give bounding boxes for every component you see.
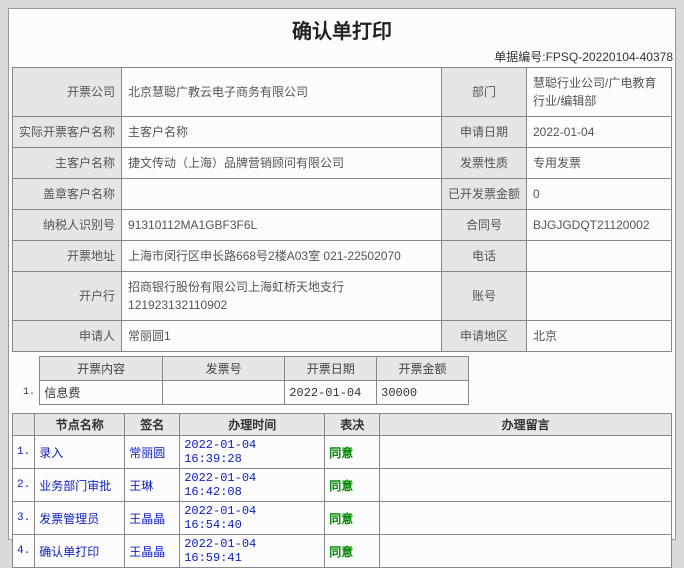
inv-row-content: 信息费 <box>40 381 162 405</box>
wf-sign[interactable]: 王晶晶 <box>125 502 180 535</box>
label-invoice-type: 发票性质 <box>441 148 526 179</box>
wf-header-msg: 办理留言 <box>380 414 672 436</box>
label-company: 开票公司 <box>13 68 122 117</box>
wf-verdict: 同意 <box>325 535 380 568</box>
wf-msg <box>380 502 672 535</box>
value-applicant: 常丽圆1 <box>122 321 442 352</box>
wf-node[interactable]: 业务部门审批 <box>35 469 125 502</box>
value-contract-no: BJGJGDQT21120002 <box>527 210 672 241</box>
main-info-table: 开票公司 北京慧聪广教云电子商务有限公司 部门 慧聪行业公司/广电教育行业/编辑… <box>12 67 672 352</box>
wf-verdict: 同意 <box>325 436 380 469</box>
inv-header-date: 开票日期 <box>285 357 377 381</box>
wf-idx: 1. <box>13 436 35 469</box>
value-actual-customer: 主客户名称 <box>122 117 442 148</box>
value-main-customer: 捷文传动（上海）品牌营销顾问有限公司 <box>122 148 442 179</box>
inv-header-amount: 开票金额 <box>377 357 469 381</box>
inv-row-amount: 30000 <box>377 381 469 405</box>
label-tax-id: 纳税人识别号 <box>13 210 122 241</box>
wf-verdict: 同意 <box>325 469 380 502</box>
value-account <box>527 272 672 321</box>
label-apply-date: 申请日期 <box>441 117 526 148</box>
wf-time: 2022-01-04 16:39:28 <box>180 436 325 469</box>
label-seal-customer: 盖章客户名称 <box>13 179 122 210</box>
wf-idx: 3. <box>13 502 35 535</box>
table-row: 4. 确认单打印 王晶晶 2022-01-04 16:59:41 同意 <box>13 535 672 568</box>
wf-header-node: 节点名称 <box>35 414 125 436</box>
inv-header-content: 开票内容 <box>40 357 162 381</box>
label-account: 账号 <box>441 272 526 321</box>
label-dept: 部门 <box>441 68 526 117</box>
wf-msg <box>380 535 672 568</box>
value-issued-amount: 0 <box>527 179 672 210</box>
label-issued-amount: 已开发票金额 <box>441 179 526 210</box>
inv-header-num: 发票号 <box>162 357 284 381</box>
value-company: 北京慧聪广教云电子商务有限公司 <box>122 68 442 117</box>
label-phone: 电话 <box>441 241 526 272</box>
wf-header-verdict: 表决 <box>325 414 380 436</box>
inv-row-date: 2022-01-04 <box>285 381 377 405</box>
wf-node[interactable]: 发票管理员 <box>35 502 125 535</box>
value-region: 北京 <box>527 321 672 352</box>
wf-time: 2022-01-04 16:42:08 <box>180 469 325 502</box>
label-actual-customer: 实际开票客户名称 <box>13 117 122 148</box>
document-title: 确认单打印 <box>9 15 675 44</box>
value-phone <box>527 241 672 272</box>
wf-node[interactable]: 录入 <box>35 436 125 469</box>
wf-node[interactable]: 确认单打印 <box>35 535 125 568</box>
wf-sign[interactable]: 王晶晶 <box>125 535 180 568</box>
invoice-items-table: 开票内容 发票号 开票日期 开票金额 1. 信息费 2022-01-04 300… <box>19 356 469 405</box>
wf-header-time: 办理时间 <box>180 414 325 436</box>
document-frame: 确认单打印 单据编号:FPSQ-20220104-40378 开票公司 北京慧聪… <box>8 8 676 540</box>
label-contract-no: 合同号 <box>441 210 526 241</box>
table-row: 2. 业务部门审批 王琳 2022-01-04 16:42:08 同意 <box>13 469 672 502</box>
doc-number-value: FPSQ-20220104-40378 <box>546 50 673 64</box>
document-number: 单据编号:FPSQ-20220104-40378 <box>9 48 675 65</box>
wf-sign[interactable]: 常丽圆 <box>125 436 180 469</box>
inv-row-idx: 1. <box>19 381 40 405</box>
wf-idx: 2. <box>13 469 35 502</box>
inv-row-num <box>162 381 284 405</box>
label-applicant: 申请人 <box>13 321 122 352</box>
value-bank: 招商银行股份有限公司上海虹桥天地支行121923132110902 <box>122 272 442 321</box>
value-address: 上海市闵行区申长路668号2楼A03室 021-22502070 <box>122 241 442 272</box>
value-invoice-type: 专用发票 <box>527 148 672 179</box>
label-region: 申请地区 <box>441 321 526 352</box>
workflow-table: 节点名称 签名 办理时间 表决 办理留言 1. 录入 常丽圆 2022-01-0… <box>12 413 672 568</box>
table-row: 1. 信息费 2022-01-04 30000 <box>19 381 469 405</box>
doc-number-label: 单据编号: <box>494 50 545 64</box>
wf-idx: 4. <box>13 535 35 568</box>
wf-time: 2022-01-04 16:59:41 <box>180 535 325 568</box>
wf-msg <box>380 469 672 502</box>
wf-sign[interactable]: 王琳 <box>125 469 180 502</box>
label-bank: 开户行 <box>13 272 122 321</box>
value-tax-id: 91310112MA1GBF3F6L <box>122 210 442 241</box>
table-row: 1. 录入 常丽圆 2022-01-04 16:39:28 同意 <box>13 436 672 469</box>
value-dept: 慧聪行业公司/广电教育行业/编辑部 <box>527 68 672 117</box>
table-row: 3. 发票管理员 王晶晶 2022-01-04 16:54:40 同意 <box>13 502 672 535</box>
wf-verdict: 同意 <box>325 502 380 535</box>
wf-msg <box>380 436 672 469</box>
label-main-customer: 主客户名称 <box>13 148 122 179</box>
wf-header-sign: 签名 <box>125 414 180 436</box>
label-address: 开票地址 <box>13 241 122 272</box>
value-apply-date: 2022-01-04 <box>527 117 672 148</box>
wf-time: 2022-01-04 16:54:40 <box>180 502 325 535</box>
value-seal-customer <box>122 179 442 210</box>
